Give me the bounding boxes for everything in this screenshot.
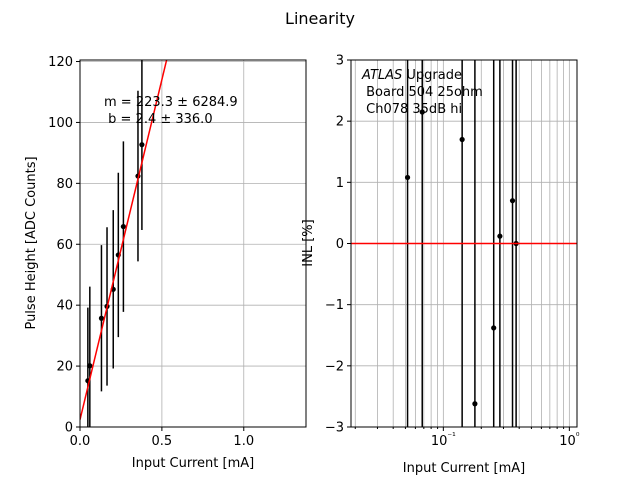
l-y-tick-label: 120 — [48, 55, 73, 70]
r-x-tick-label: 10⁰ — [559, 432, 580, 449]
right-panel-inl: 10⁻¹ 10⁰ −3 −2 −1 0 1 2 3 ATLAS Upgrade Board 50… — [301, 54, 580, 477]
figure-title: Linearity — [285, 9, 355, 28]
right-x-axis-label: Input Current [mA] — [403, 461, 525, 476]
r-x-tick-label: 10⁻¹ — [431, 432, 456, 449]
right-y-axis-label: INL [%] — [301, 219, 316, 266]
right-annotation-atlas: ATLAS — [361, 68, 402, 83]
left-axes-frame — [79, 59, 307, 428]
left-data — [80, 60, 168, 427]
right-annotation-line3: Ch078 35dB hi — [362, 102, 462, 117]
r-data-point — [491, 325, 497, 331]
r-data-point — [509, 198, 516, 204]
left-ticks: 0.0 0.5 1.0 0 20 40 60 80 100 120 — [48, 55, 254, 449]
l-x-tick-label: 0.5 — [152, 434, 173, 449]
l-data-point — [87, 363, 93, 369]
l-y-tick-label: 100 — [48, 116, 73, 131]
l-fit-line — [80, 60, 168, 420]
l-data-point — [139, 142, 145, 148]
left-annotation-slope: m = 223.3 ± 6284.9 — [104, 95, 238, 110]
right-annotation-line2: Board 504 25ohm — [362, 85, 483, 100]
l-data-point — [120, 223, 126, 230]
l-y-tick-label: 80 — [56, 177, 73, 192]
r-x-tick-exponent: ⁻¹ — [447, 432, 456, 442]
right-data — [351, 60, 577, 427]
l-y-tick-label: 20 — [56, 360, 73, 375]
r-y-tick-label: 3 — [336, 54, 344, 69]
r-y-tick-label: −1 — [325, 298, 344, 313]
r-x-tick-exponent: ⁰ — [576, 432, 580, 442]
r-data-point — [459, 136, 465, 143]
l-x-tick-label: 1.0 — [233, 434, 254, 449]
r-y-tick-label: 2 — [336, 115, 344, 130]
l-data-point — [98, 315, 105, 321]
l-y-tick-label: 60 — [56, 238, 73, 253]
r-y-tick-label: −2 — [325, 359, 344, 374]
r-data-point — [472, 401, 478, 407]
l-y-tick-label: 40 — [56, 299, 73, 314]
right-annotation-upgrade: Upgrade — [402, 68, 462, 83]
r-data-point — [497, 233, 503, 239]
r-y-tick-label: 0 — [336, 237, 344, 252]
r-plot-area — [351, 60, 577, 427]
right-annotation-line1: ATLAS Upgrade — [361, 68, 462, 83]
left-panel-pulse-height: 0.0 0.5 1.0 0 20 40 60 80 100 120 m = 223.3 ± 628… — [24, 55, 307, 471]
l-plot-area — [80, 60, 168, 427]
r-data-point — [419, 109, 425, 115]
r-data-point — [404, 174, 411, 181]
l-x-tick-label: 0.0 — [70, 434, 91, 449]
r-y-tick-label: 1 — [336, 176, 344, 191]
r-y-tick-label: −3 — [325, 421, 344, 436]
right-ticks: 10⁻¹ 10⁰ −3 −2 −1 0 1 2 3 — [325, 54, 580, 450]
l-y-tick-label: 0 — [65, 421, 73, 436]
left-y-axis-label: Pulse Height [ADC Counts] — [24, 156, 39, 329]
left-annotation-intercept: b = 2.4 ± 336.0 — [104, 112, 213, 127]
left-x-axis-label: Input Current [mA] — [132, 456, 254, 471]
